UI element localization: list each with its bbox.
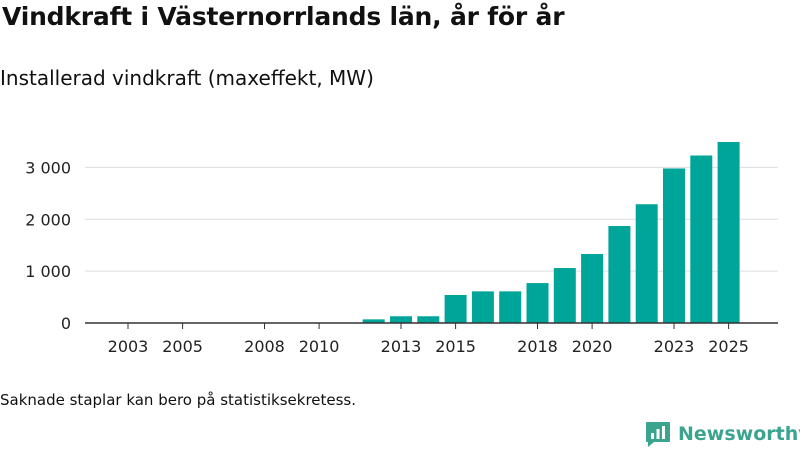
x-tick-label: 2003	[108, 337, 149, 356]
x-tick-label: 2008	[244, 337, 285, 356]
x-tick-label: 2005	[162, 337, 203, 356]
x-tick-label: 2023	[654, 337, 695, 356]
x-tick-label: 2018	[517, 337, 558, 356]
bar-2016	[471, 291, 494, 323]
bar-2023	[663, 168, 685, 323]
brand-name: Newsworthy	[678, 423, 800, 445]
footnote: Saknade staplar kan bero på statistiksek…	[0, 391, 357, 409]
x-tick-label: 2020	[572, 337, 613, 356]
y-tick-label: 0	[61, 314, 71, 333]
chart-title: Vindkraft i Västernorrlands län, år för …	[2, 2, 565, 31]
bar-2018	[526, 283, 549, 323]
bar-2024	[690, 155, 713, 323]
bar-2019	[553, 268, 576, 323]
chart-subtitle: Installerad vindkraft (maxeffekt, MW)	[0, 66, 374, 90]
bar-2013	[390, 316, 412, 323]
y-tick-label: 3 000	[25, 158, 71, 177]
x-tick-label: 2025	[708, 337, 749, 356]
x-tick-label: 2013	[381, 337, 422, 356]
bar-2025	[717, 142, 740, 323]
newsworthy-chart-icon	[646, 422, 670, 447]
bar-2022	[635, 204, 658, 323]
x-tick-label: 2015	[435, 337, 476, 356]
y-tick-label: 2 000	[25, 210, 71, 229]
y-tick-label: 1 000	[25, 262, 71, 281]
bar-2012	[362, 319, 385, 323]
brand-logo: Newsworthy	[644, 420, 800, 448]
bar-2021	[608, 226, 631, 323]
x-tick-label: 2010	[299, 337, 340, 356]
bar-2015	[444, 294, 467, 323]
bar-2014	[417, 316, 440, 323]
bar-2017	[499, 291, 522, 323]
bar-2020	[581, 254, 604, 323]
